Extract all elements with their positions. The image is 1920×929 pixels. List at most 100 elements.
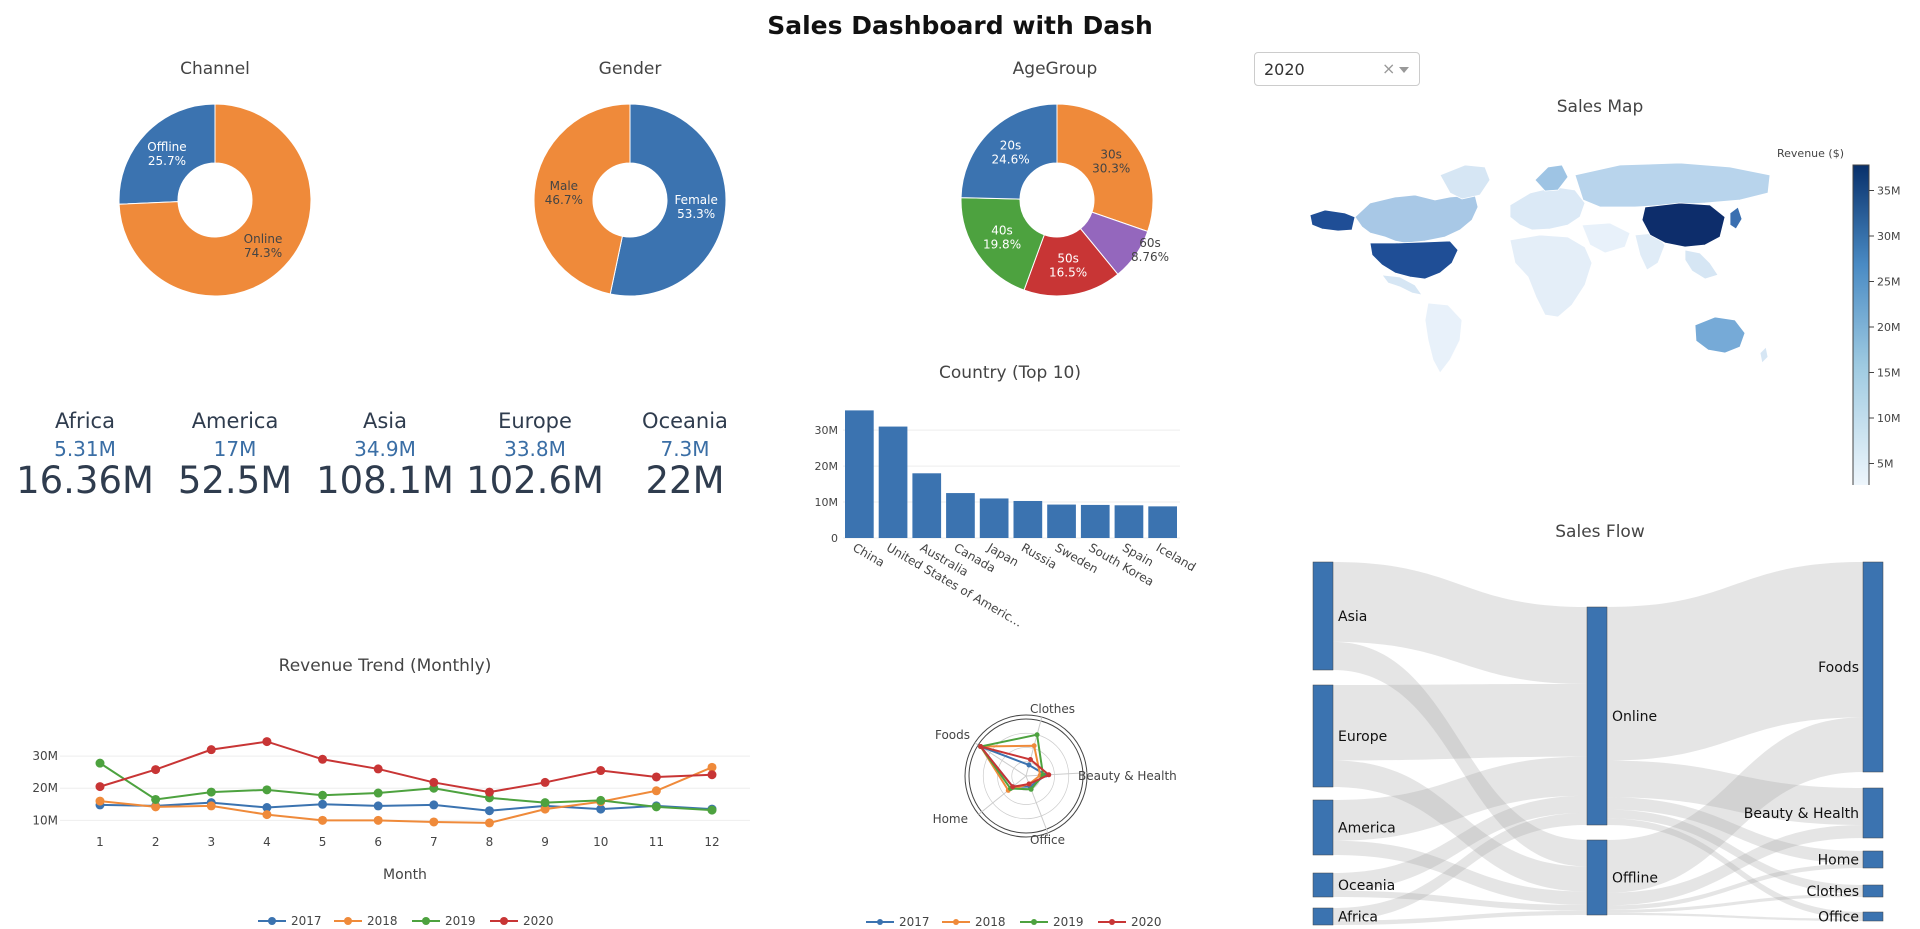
trend-point-2019[interactable] [651, 802, 661, 812]
bar-sweden[interactable] [1047, 504, 1076, 538]
trend-legend-2019[interactable]: 2019 [445, 914, 476, 928]
radar-series-2020[interactable] [977, 744, 1051, 788]
sankey-node-africa[interactable] [1312, 907, 1334, 926]
trend-point-2020[interactable] [540, 777, 550, 787]
age-slice-40s[interactable] [960, 197, 1045, 291]
flow-region-offline[interactable] [1333, 840, 1587, 905]
flow-offline-category[interactable] [1607, 863, 1863, 910]
bar-south-korea[interactable] [1080, 504, 1110, 538]
radar-legend-2017[interactable]: 2017 [899, 915, 930, 929]
trend-point-2018[interactable] [429, 817, 439, 827]
sankey-node-home[interactable] [1862, 850, 1884, 869]
flow-offline-category[interactable] [1607, 825, 1863, 906]
trend-point-2020[interactable] [429, 777, 439, 787]
age-slice-20s[interactable] [960, 103, 1058, 200]
bar-iceland[interactable] [1148, 506, 1177, 538]
trend-point-2018[interactable] [206, 801, 216, 811]
trend-point-2019[interactable] [206, 787, 216, 797]
flow-region-offline[interactable] [1333, 641, 1587, 867]
sankey-node-office[interactable] [1862, 911, 1884, 922]
trend-point-2019[interactable] [151, 794, 161, 804]
trend-point-2019[interactable] [318, 790, 328, 800]
year-dropdown[interactable]: 2020 × [1254, 52, 1420, 86]
gender-pie-chart[interactable]: Female 53.3% Male 46.7% [525, 95, 735, 305]
trend-line-2017[interactable] [99, 801, 713, 812]
flow-region-online[interactable] [1333, 795, 1587, 891]
flow-offline-category[interactable] [1607, 717, 1863, 893]
flow-region-offline[interactable] [1333, 910, 1587, 925]
flow-region-offline[interactable] [1333, 760, 1587, 892]
trend-point-2018[interactable] [707, 762, 717, 772]
trend-point-2018[interactable] [262, 810, 272, 820]
trend-point-2017[interactable] [596, 804, 606, 814]
flow-region-online[interactable] [1333, 683, 1587, 761]
trend-point-2020[interactable] [596, 766, 606, 776]
gender-slice-male[interactable] [533, 103, 631, 295]
sankey-node-america[interactable] [1312, 799, 1334, 856]
trend-point-2017[interactable] [262, 803, 272, 812]
radar-legend-2020[interactable]: 2020 [1131, 915, 1162, 929]
sankey-node-online[interactable] [1586, 606, 1608, 826]
age-slice-30s[interactable] [1056, 103, 1154, 233]
radar-chart[interactable]: Clothes Beauty & Health Office Home Foods 201… [840, 690, 1260, 929]
trend-point-2020[interactable] [95, 782, 105, 792]
sankey-node-asia[interactable] [1312, 561, 1334, 671]
trend-point-2020[interactable] [707, 770, 717, 780]
trend-point-2018[interactable] [151, 802, 161, 812]
flow-online-category[interactable] [1607, 809, 1863, 894]
trend-point-2019[interactable] [95, 758, 105, 768]
trend-point-2020[interactable] [151, 765, 161, 775]
trend-point-2017[interactable] [373, 801, 383, 811]
sales-map[interactable]: Revenue ($) 5M 10M 15M 20M 25M 30M 35M [1300, 145, 1920, 485]
trend-point-2020[interactable] [484, 787, 494, 797]
trend-point-2019[interactable] [707, 805, 717, 815]
flow-online-category[interactable] [1607, 818, 1863, 919]
flow-region-offline[interactable] [1333, 890, 1587, 911]
trend-point-2017[interactable] [429, 800, 439, 810]
flow-offline-category[interactable] [1607, 893, 1863, 913]
bar-canada[interactable] [946, 493, 975, 538]
trend-point-2018[interactable] [95, 796, 105, 806]
trend-point-2018[interactable] [540, 804, 550, 814]
flow-offline-category[interactable] [1607, 912, 1863, 921]
trend-point-2018[interactable] [651, 786, 661, 796]
trend-point-2020[interactable] [206, 745, 216, 755]
trend-line-2020[interactable] [99, 740, 713, 794]
trend-point-2020[interactable] [651, 772, 661, 782]
bar-russia[interactable] [1013, 500, 1043, 538]
trend-legend-2018[interactable]: 2018 [367, 914, 398, 928]
trend-point-2018[interactable] [318, 815, 328, 825]
trend-point-2019[interactable] [262, 785, 272, 795]
trend-point-2020[interactable] [262, 737, 272, 747]
flow-online-category[interactable] [1607, 760, 1863, 825]
radar-legend-2018[interactable]: 2018 [975, 915, 1006, 929]
sankey-node-foods[interactable] [1862, 561, 1884, 773]
chevron-down-icon[interactable] [1399, 67, 1409, 73]
trend-line-2019[interactable] [99, 762, 713, 812]
trend-point-2019[interactable] [540, 798, 550, 808]
flow-online-category[interactable] [1607, 562, 1863, 761]
trend-legend-2017[interactable]: 2017 [291, 914, 322, 928]
sankey-node-europe[interactable] [1312, 684, 1334, 788]
bar-australia[interactable] [912, 473, 942, 538]
sankey-node-clothes[interactable] [1862, 884, 1884, 898]
clear-icon[interactable]: × [1382, 59, 1396, 78]
channel-slice-offline[interactable] [118, 103, 216, 205]
trend-point-2018[interactable] [484, 818, 494, 828]
gender-slice-female[interactable] [609, 103, 727, 297]
radar-series-2018[interactable] [978, 744, 1042, 792]
channel-pie-chart[interactable]: Offline 25.7% Online 74.3% [110, 95, 320, 305]
age-slice-50s[interactable] [1023, 227, 1119, 297]
bar-spain[interactable] [1114, 505, 1144, 538]
trend-point-2017[interactable] [318, 799, 328, 809]
age-pie-chart[interactable]: 30s 30.3% 60s 8.76% 50s 16.5% 40s 19.8% 20s 24.6% [930, 95, 1190, 305]
flow-region-online[interactable] [1333, 812, 1587, 921]
sankey-node-beauty-health[interactable] [1862, 787, 1884, 839]
bar-japan[interactable] [979, 498, 1009, 538]
trend-point-2020[interactable] [318, 754, 328, 764]
bar-united-states-of-america[interactable] [878, 426, 908, 538]
channel-slice-online[interactable] [118, 103, 312, 297]
trend-point-2019[interactable] [596, 795, 606, 805]
radar-legend-2019[interactable]: 2019 [1053, 915, 1084, 929]
